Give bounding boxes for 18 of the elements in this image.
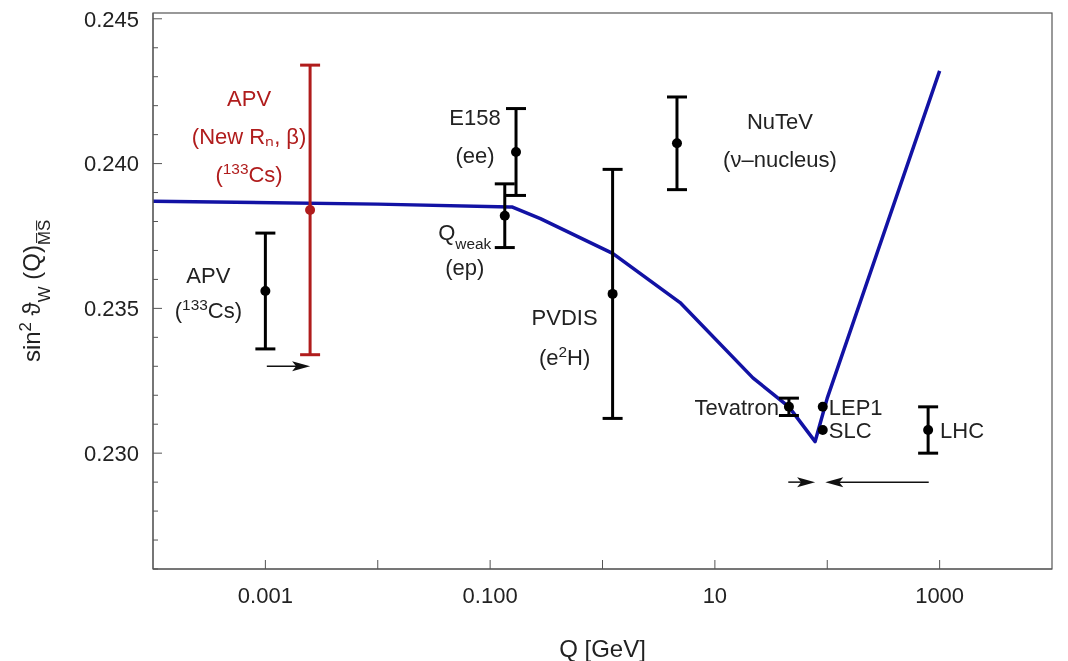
series-label: Q$_{weak}$ (ep) [438, 219, 492, 280]
series-label: NuTeV (ν–nucleus) [723, 109, 837, 173]
series-label: PVDIS (e$^{2}$H) [531, 304, 598, 370]
x-tick-label: 0.100 [462, 582, 518, 608]
series-label: Tevatron [694, 394, 779, 420]
series-label: LHC [940, 418, 985, 443]
x-tick-label: 1000 [915, 582, 965, 608]
series-label: LEP1 [828, 394, 883, 420]
series-label: SLC [828, 418, 872, 443]
x-tick-label: 10 [702, 582, 728, 608]
y-tick-label: 0.245 [83, 6, 139, 32]
y-tick-label: 0.235 [83, 296, 139, 322]
x-tick-label: 0.001 [237, 582, 293, 608]
y-tick-label: 0.240 [83, 151, 139, 177]
series-label: E158 (ee) [449, 105, 501, 168]
series-label: APV (New Rₙ, β) ($^{133}$Cs) [191, 85, 307, 187]
y-tick-label: 0.230 [83, 440, 139, 466]
series-label: APV ($^{133}$Cs) [174, 263, 242, 323]
